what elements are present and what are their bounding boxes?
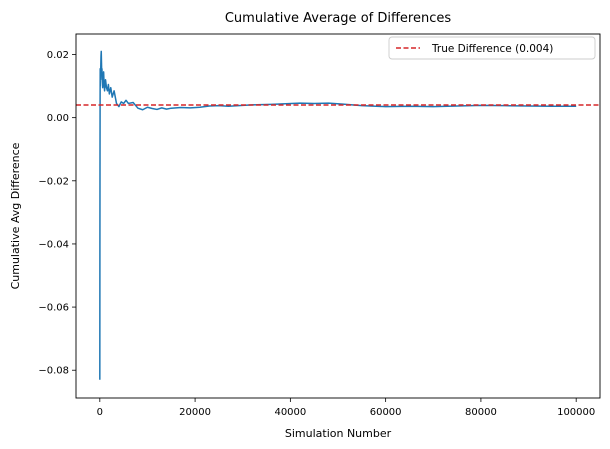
y-tick-label: 0.02: [47, 50, 69, 61]
legend-label-true-difference: True Difference (0.004): [431, 43, 553, 55]
legend: True Difference (0.004): [388, 36, 596, 60]
plot-area: [76, 50, 600, 380]
x-tick-label: 100000: [557, 407, 595, 418]
x-axis-label: Simulation Number: [285, 427, 392, 440]
series-line-cumulative-average: [99, 50, 577, 380]
plot-frame: [75, 33, 601, 399]
legend-box: [388, 36, 596, 60]
x-tick-label: 0: [97, 407, 103, 418]
x-axis: 0 20000 40000 60000 80000 100000: [97, 398, 595, 418]
chart-title: Cumulative Average of Differences: [225, 11, 452, 26]
y-tick-label: 0.00: [47, 113, 69, 124]
x-tick-label: 60000: [370, 407, 402, 418]
y-tick-label: −0.04: [38, 239, 69, 250]
y-axis-label: Cumulative Avg Difference: [9, 142, 22, 289]
y-tick-label: −0.06: [38, 303, 69, 314]
y-tick-label: −0.02: [38, 176, 69, 187]
x-tick-label: 40000: [274, 407, 306, 418]
y-tick-label: −0.08: [38, 366, 69, 377]
x-tick-label: 20000: [179, 407, 211, 418]
x-tick-label: 80000: [465, 407, 497, 418]
y-axis: −0.08 −0.06 −0.04 −0.02 0.00 0.02: [38, 50, 76, 377]
